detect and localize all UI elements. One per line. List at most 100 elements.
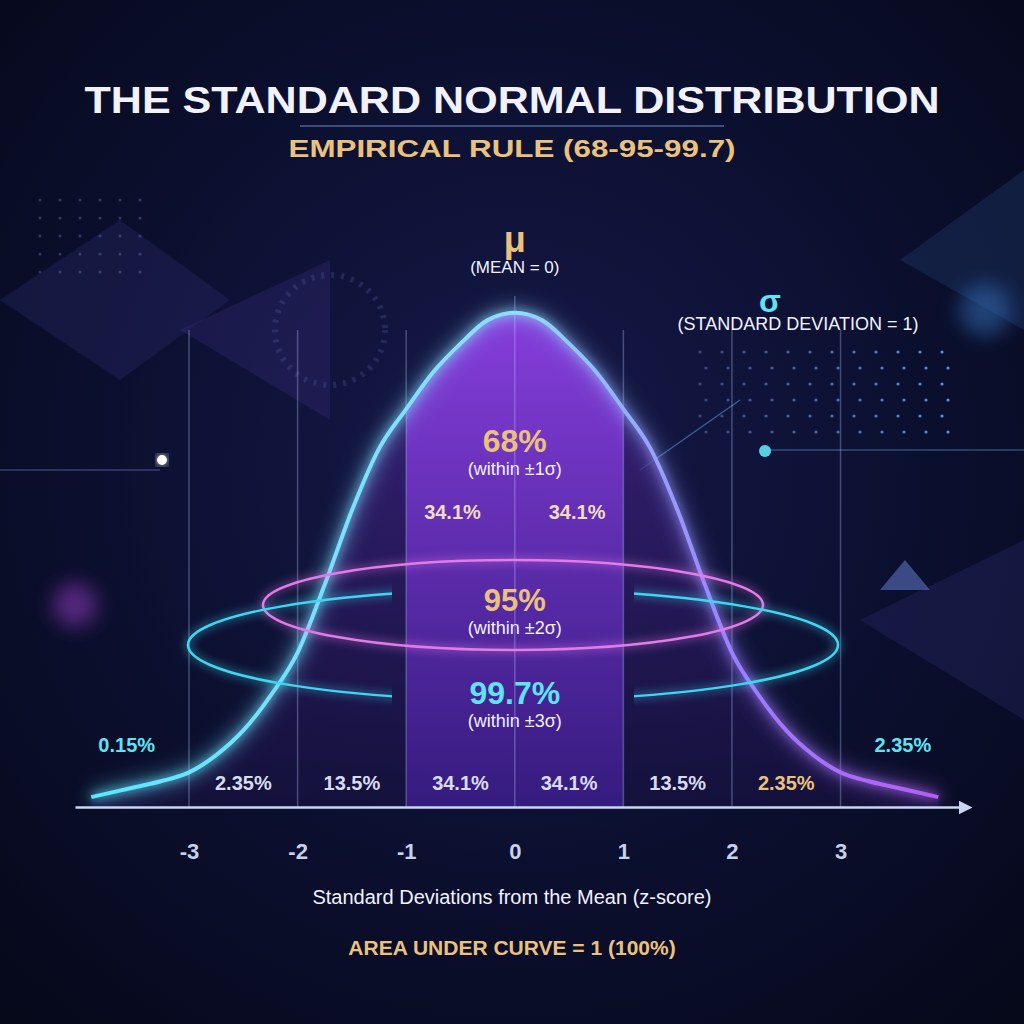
deco-dot [139, 271, 142, 274]
deco-dot [814, 398, 817, 401]
tick-label: -3 [180, 839, 200, 864]
deco-dot [918, 382, 921, 385]
deco-dot [852, 414, 855, 417]
deco-dot [814, 430, 817, 433]
curve-glow [91, 313, 938, 797]
grid-line [731, 330, 733, 807]
deco-dot [704, 430, 707, 433]
deco-dot [902, 430, 905, 433]
deco-dot [726, 430, 729, 433]
deco-dot [852, 350, 855, 353]
deco-dot [836, 430, 839, 433]
tick-label: 0 [509, 839, 521, 864]
deco-dot [39, 235, 42, 238]
tick: 3 [835, 807, 847, 864]
deco-dot [902, 398, 905, 401]
subtitle: EMPIRICAL RULE (68-95-99.7) [289, 136, 736, 162]
deco-dot [99, 217, 102, 220]
x-axis-title: Standard Deviations from the Mean (z-sco… [312, 886, 711, 908]
tick: 2 [726, 807, 738, 864]
deco-dot [139, 199, 142, 202]
deco-dot [748, 430, 751, 433]
deco-glow [959, 284, 1011, 336]
mean-label: (MEAN = 0) [470, 258, 559, 277]
deco-dot [852, 382, 855, 385]
deco-dot [940, 414, 943, 417]
grid-line [840, 330, 842, 807]
deco-dot [39, 199, 42, 202]
tail-label: 0.15% [98, 734, 155, 756]
grid-line [188, 330, 190, 807]
deco-dot [742, 382, 745, 385]
deco-dot [39, 253, 42, 256]
deco-dot [792, 366, 795, 369]
deco-shape [860, 540, 1024, 720]
curve-line [91, 313, 938, 797]
deco-dot [59, 271, 62, 274]
deco-dot [858, 398, 861, 401]
axis-line [76, 806, 961, 809]
deco-dot [748, 398, 751, 401]
deco-dot [99, 199, 102, 202]
deco-dot [79, 253, 82, 256]
deco-dot [119, 235, 122, 238]
ring-95 [263, 560, 763, 650]
deco-dot [770, 366, 773, 369]
deco-dot [858, 430, 861, 433]
deco-line [770, 449, 1024, 451]
deco-dot [830, 414, 833, 417]
deco-dot-grid [39, 199, 142, 274]
tick-label: -2 [288, 839, 308, 864]
center-band-label: 34.1% [549, 501, 606, 523]
deco-dot [726, 398, 729, 401]
deco-dot [896, 350, 899, 353]
deco-dot [874, 414, 877, 417]
decorations [0, 170, 1024, 720]
interval-note: (within ±3σ) [468, 711, 562, 731]
deco-dot [880, 430, 883, 433]
deco-dot [946, 366, 949, 369]
grid-line [297, 330, 299, 807]
deco-dot [786, 414, 789, 417]
deco-dot [940, 382, 943, 385]
deco-dot [764, 382, 767, 385]
deco-dot [79, 235, 82, 238]
x-axis: -3-2-10123 [76, 807, 961, 864]
tick-label: -1 [397, 839, 417, 864]
deco-dot [59, 199, 62, 202]
band-label: 13.5% [649, 772, 706, 794]
deco-dot [940, 350, 943, 353]
deco-dot [698, 382, 701, 385]
chart-svg: -3-2-10123THE STANDARD NORMAL DISTRIBUTI… [0, 0, 1024, 1024]
deco-dot [39, 217, 42, 220]
deco-dot [924, 398, 927, 401]
deco-dot [770, 398, 773, 401]
deco-dot [858, 366, 861, 369]
deco-shape [180, 260, 330, 420]
deco-dot [720, 382, 723, 385]
band-label: 34.1% [541, 772, 598, 794]
deco-dot [880, 398, 883, 401]
deco-dot [698, 350, 701, 353]
interval-label: 95% [484, 583, 546, 618]
interval-label: 99.7% [469, 675, 560, 711]
band-label: 2.35% [215, 772, 272, 794]
deco-dot [726, 366, 729, 369]
deco-dot [157, 455, 167, 465]
deco-dot [924, 430, 927, 433]
deco-dot [99, 235, 102, 238]
tick-label: 2 [726, 839, 738, 864]
deco-dot [748, 366, 751, 369]
deco-dot [39, 271, 42, 274]
deco-line [0, 469, 160, 471]
deco-glow [53, 583, 97, 627]
deco-dot [59, 253, 62, 256]
deco-dot [764, 350, 767, 353]
interval-note: (within ±1σ) [468, 459, 562, 479]
deco-dot [836, 398, 839, 401]
mean-symbol: μ [504, 219, 526, 260]
center-band-label: 34.1% [424, 501, 481, 523]
background [0, 0, 1024, 1024]
deco-dot [924, 366, 927, 369]
deco-dot [698, 414, 701, 417]
